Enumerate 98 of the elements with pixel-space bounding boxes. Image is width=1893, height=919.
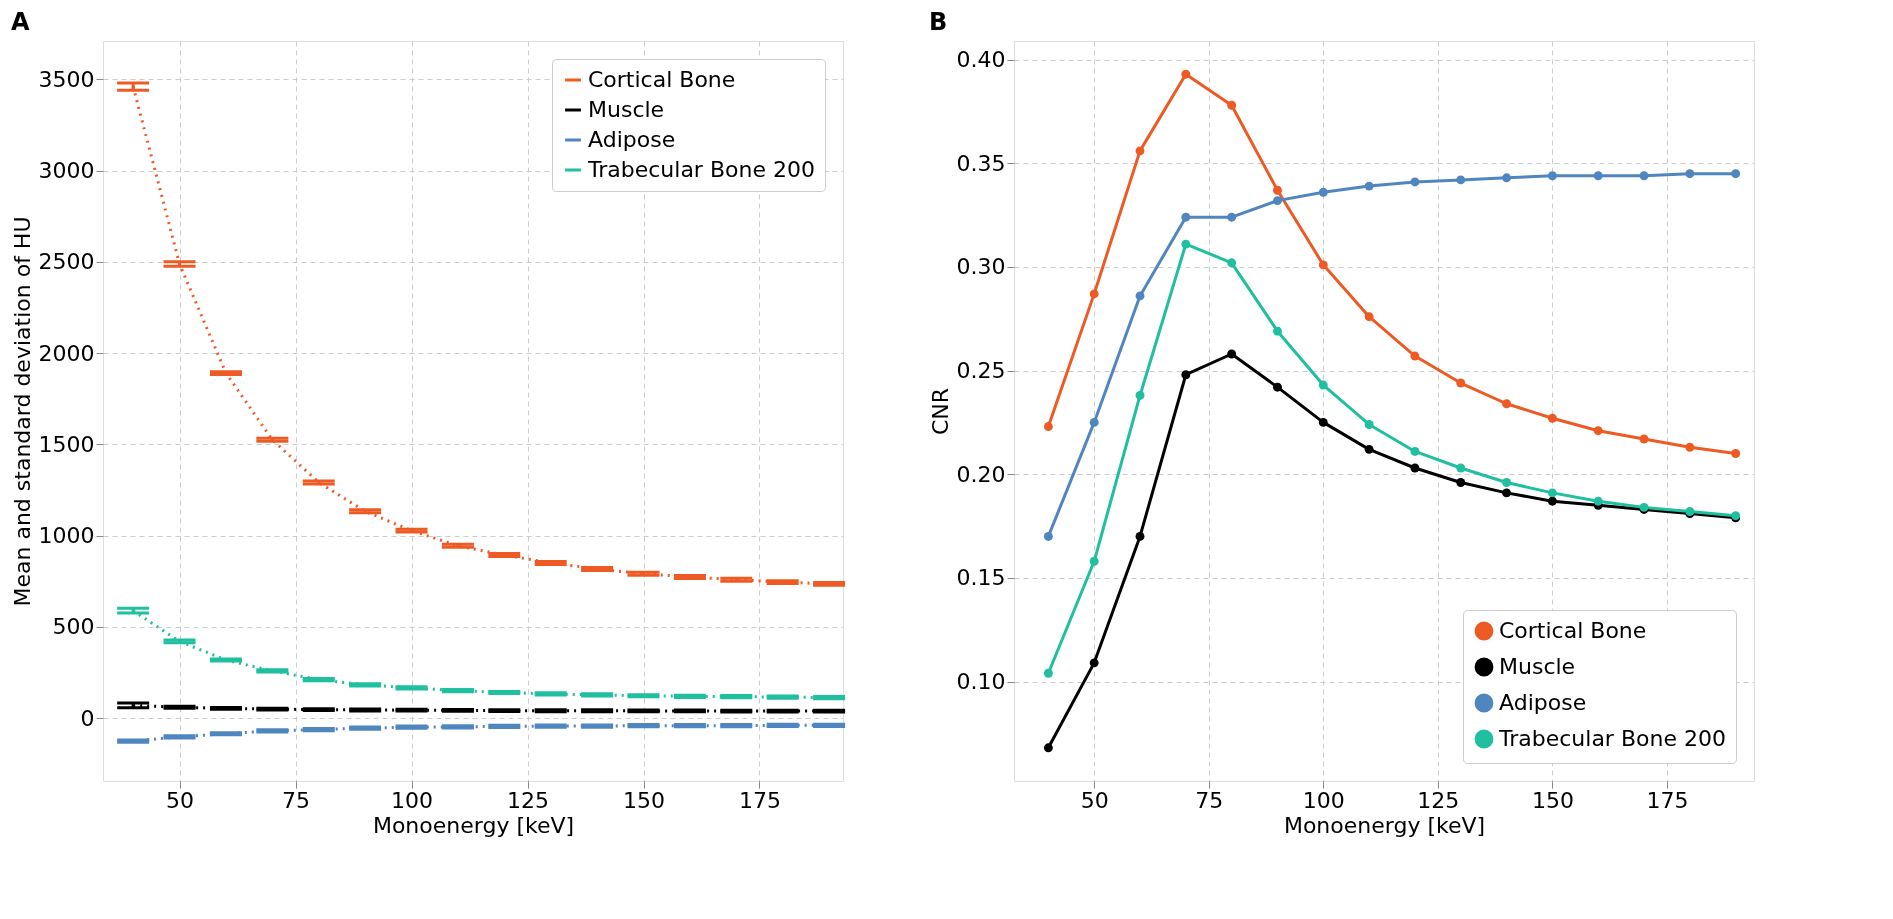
x-tick-label: 125: [507, 787, 550, 813]
point: [1502, 399, 1512, 409]
legend-label: Adipose: [1499, 690, 1587, 715]
legend-label: Trabecular Bone 200: [587, 157, 815, 182]
point: [1227, 258, 1237, 268]
y-tick-label: 2500: [38, 249, 95, 275]
point: [1593, 426, 1603, 436]
legend-label: Muscle: [588, 97, 665, 122]
y-tick-label: 3500: [38, 66, 95, 92]
point: [1456, 463, 1466, 473]
point: [1318, 187, 1328, 197]
x-tick-label: 125: [1417, 787, 1460, 813]
y-axis-title: Mean and standard deviation of HU: [9, 216, 35, 607]
x-tick-label: 100: [391, 787, 434, 813]
point: [1227, 100, 1237, 110]
chart-title: A: [11, 8, 31, 36]
point: [1043, 743, 1053, 753]
x-tick-label: 75: [282, 787, 311, 813]
point: [1273, 185, 1282, 195]
point: [1089, 556, 1099, 566]
y-tick-label: 1000: [38, 523, 95, 549]
point: [1593, 171, 1603, 181]
legend-label: Cortical Bone: [1499, 618, 1647, 643]
point: [1043, 422, 1053, 432]
y-tick-label: 1500: [38, 431, 95, 457]
point: [1593, 496, 1603, 506]
y-tick-label: 0.25: [956, 358, 1006, 384]
x-axis-title: Monoenergy [keV]: [372, 812, 575, 838]
point: [1181, 370, 1191, 380]
point: [1043, 668, 1053, 678]
point: [1273, 382, 1282, 392]
point: [1089, 658, 1099, 668]
chart-title: B: [929, 8, 948, 36]
point: [1410, 351, 1420, 361]
point: [1547, 496, 1557, 506]
legend-label: Adipose: [588, 127, 676, 152]
x-tick-label: 150: [623, 787, 665, 813]
point: [1731, 449, 1741, 458]
point: [1043, 531, 1053, 541]
point: [1364, 444, 1374, 454]
point: [1181, 69, 1191, 79]
point: [1456, 478, 1466, 487]
point: [1502, 173, 1512, 183]
point: [1089, 289, 1099, 299]
point: [1227, 212, 1237, 222]
point: [1685, 169, 1695, 179]
point: [1318, 380, 1328, 390]
point: [1639, 434, 1649, 444]
legend-label: Trabecular Bone 200: [1498, 726, 1726, 751]
point: [1273, 326, 1282, 336]
point: [1135, 390, 1145, 400]
y-tick-label: 0.30: [956, 254, 1006, 280]
point: [1502, 488, 1512, 498]
point: [1364, 181, 1374, 191]
point: [1410, 446, 1420, 456]
y-tick-label: 0.35: [956, 150, 1006, 176]
point: [1456, 175, 1466, 185]
point: [1547, 488, 1557, 498]
point: [1318, 260, 1328, 270]
point: [1273, 196, 1282, 206]
legend-label: Muscle: [1499, 654, 1576, 679]
point: [1456, 378, 1466, 388]
legend-label: Cortical Bone: [588, 67, 736, 92]
point: [1181, 212, 1191, 222]
point: [1731, 169, 1741, 179]
y-tick-label: 2000: [38, 340, 95, 366]
point: [1135, 531, 1145, 541]
x-tick-label: 175: [1646, 787, 1689, 813]
x-tick-label: 75: [1195, 787, 1224, 813]
x-tick-label: 100: [1302, 787, 1345, 813]
x-axis-title: Monoenergy [keV]: [1283, 812, 1486, 838]
y-axis-title: CNR: [927, 387, 953, 436]
point: [1135, 146, 1145, 156]
point: [1410, 463, 1420, 473]
y-tick-label: 500: [52, 614, 95, 640]
y-tick-label: 0.20: [956, 461, 1006, 487]
point: [1181, 239, 1191, 249]
point: [1547, 171, 1557, 181]
point: [1364, 312, 1374, 322]
point: [1410, 177, 1420, 187]
point: [1227, 349, 1237, 359]
point: [1318, 417, 1328, 427]
y-tick-label: 0.15: [956, 565, 1006, 591]
y-tick-label: 0.10: [956, 669, 1006, 694]
x-tick-label: 175: [738, 787, 781, 813]
x-tick-label: 50: [166, 787, 195, 813]
x-tick-label: 50: [1080, 787, 1109, 813]
y-tick-label: 3000: [38, 158, 95, 184]
point: [1639, 171, 1649, 181]
point: [1089, 417, 1099, 427]
point: [1135, 291, 1145, 301]
point: [1685, 442, 1695, 452]
y-tick-label: 0: [80, 705, 95, 731]
y-tick-label: 0.40: [956, 47, 1006, 73]
x-tick-label: 150: [1531, 787, 1574, 813]
point: [1502, 478, 1512, 487]
point: [1547, 413, 1557, 423]
point: [1364, 420, 1374, 429]
